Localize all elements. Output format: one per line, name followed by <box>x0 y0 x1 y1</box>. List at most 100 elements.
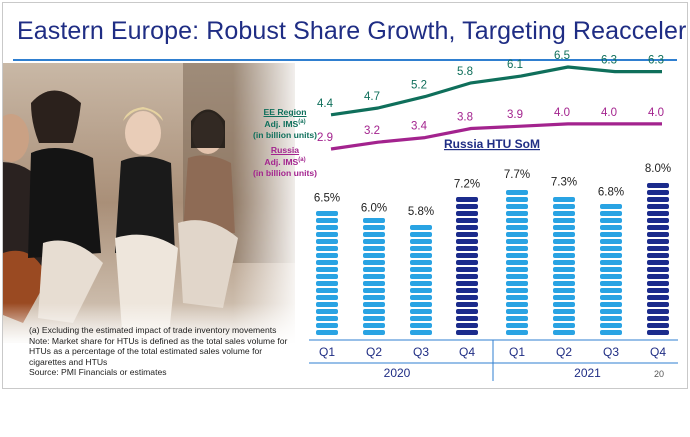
x-tick-label-4: Q4 <box>459 345 475 359</box>
bar-stripe <box>456 309 478 314</box>
bar-stripe <box>316 330 338 335</box>
bar-stripe <box>647 323 669 328</box>
bar-stripe <box>600 218 622 223</box>
bar-stripe <box>600 260 622 265</box>
bar-stripe <box>456 330 478 335</box>
bar-stripe <box>456 197 478 202</box>
bar-stripe <box>506 190 528 195</box>
bar-stripe <box>506 309 528 314</box>
bar-stripe <box>410 274 432 279</box>
bar-stripe <box>506 316 528 321</box>
line-label-ee-2: 4.7 <box>364 91 380 103</box>
bar-2 <box>363 218 385 335</box>
bar-stripe <box>410 323 432 328</box>
x-tick-label-7: Q3 <box>603 345 619 359</box>
bar-stripe <box>456 218 478 223</box>
bar-stripe <box>600 281 622 286</box>
bar-stripe <box>647 239 669 244</box>
bar-stripe <box>363 302 385 307</box>
bar-stripe <box>363 316 385 321</box>
line-label-russia-7: 4.0 <box>601 107 617 119</box>
bar-stripe <box>410 281 432 286</box>
bar-stripe <box>600 253 622 258</box>
bar-stripe <box>456 267 478 272</box>
bar-stripe <box>647 330 669 335</box>
line-label-russia-8: 4.0 <box>648 107 664 119</box>
bar-stripe <box>506 330 528 335</box>
bar-stripe <box>316 281 338 286</box>
bar-stripe <box>456 302 478 307</box>
bar-stripe <box>506 260 528 265</box>
bar-stripe <box>506 281 528 286</box>
line-label-russia-4: 3.8 <box>457 112 473 124</box>
bar-stripe <box>456 225 478 230</box>
line-label-ee-5: 6.1 <box>507 59 523 71</box>
bar-stripe <box>647 253 669 258</box>
bar-value-label-6: 7.3% <box>551 177 577 189</box>
line-label-ee-1: 4.4 <box>317 98 334 110</box>
bar-stripe <box>647 204 669 209</box>
bar-stripe <box>410 330 432 335</box>
bar-stripe <box>410 302 432 307</box>
bar-stripe <box>316 274 338 279</box>
bar-stripe <box>553 211 575 216</box>
bar-stripe <box>456 323 478 328</box>
bar-stripe <box>316 253 338 258</box>
bar-stripe <box>647 267 669 272</box>
bar-stripe <box>647 288 669 293</box>
bar-value-label-2: 6.0% <box>361 202 387 214</box>
bar-stripe <box>363 323 385 328</box>
bar-3 <box>410 225 432 335</box>
bar-stripe <box>600 330 622 335</box>
bar-1 <box>316 211 338 335</box>
bar-stripe <box>410 232 432 237</box>
bar-stripe <box>456 288 478 293</box>
bar-stripe <box>506 239 528 244</box>
line-series-russia <box>330 122 662 151</box>
bar-stripe <box>600 246 622 251</box>
bar-stripe <box>647 309 669 314</box>
x-tick-label-6: Q2 <box>556 345 572 359</box>
slide: Eastern Europe: Robust Share Growth, Tar… <box>2 2 688 389</box>
bar-stripe <box>600 309 622 314</box>
x-tick-label-2: Q2 <box>366 345 382 359</box>
line-label-ee-7: 6.3 <box>601 55 617 67</box>
bar-stripe <box>553 288 575 293</box>
legend-russia-line1: Adj. IMS <box>264 157 299 168</box>
bar-stripe <box>410 253 432 258</box>
bar-stripe <box>600 323 622 328</box>
photo-fade-bottom <box>3 303 303 388</box>
bar-stripe <box>600 316 622 321</box>
footnote-a: (a) Excluding the estimated impact of tr… <box>29 325 277 335</box>
bar-stripe <box>506 323 528 328</box>
bar-stripe <box>506 225 528 230</box>
legend-russia-name: Russia <box>270 145 300 155</box>
bar-stripe <box>506 267 528 272</box>
bar-stripe <box>363 288 385 293</box>
bar-stripe <box>456 253 478 258</box>
bar-stripe <box>410 246 432 251</box>
bar-stripe <box>506 211 528 216</box>
bar-value-label-5: 7.7% <box>504 169 530 181</box>
bar-stripe <box>316 225 338 230</box>
bar-stripe <box>600 295 622 300</box>
bar-stripe <box>647 211 669 216</box>
bar-stripe <box>647 218 669 223</box>
bar-stripe <box>363 239 385 244</box>
bar-stripe <box>506 204 528 209</box>
legend-ee-region: EE Region Adj. IMS(a) (in billion units) <box>249 107 321 140</box>
bar-value-label-7: 6.8% <box>598 187 624 199</box>
bar-stripe <box>600 239 622 244</box>
bar-stripe <box>647 302 669 307</box>
legend-ee-line2: (in billion units) <box>253 129 317 140</box>
bar-stripe <box>553 323 575 328</box>
bar-stripe <box>553 253 575 258</box>
bar-stripe <box>553 267 575 272</box>
bar-stripe <box>553 309 575 314</box>
bar-stripe <box>363 274 385 279</box>
x-tick-label-3: Q3 <box>413 345 429 359</box>
bar-stripe <box>456 246 478 251</box>
bar-stripe <box>410 267 432 272</box>
bar-stripe <box>506 218 528 223</box>
footnote-note: Note: Market share for HTUs is defined a… <box>29 335 288 367</box>
